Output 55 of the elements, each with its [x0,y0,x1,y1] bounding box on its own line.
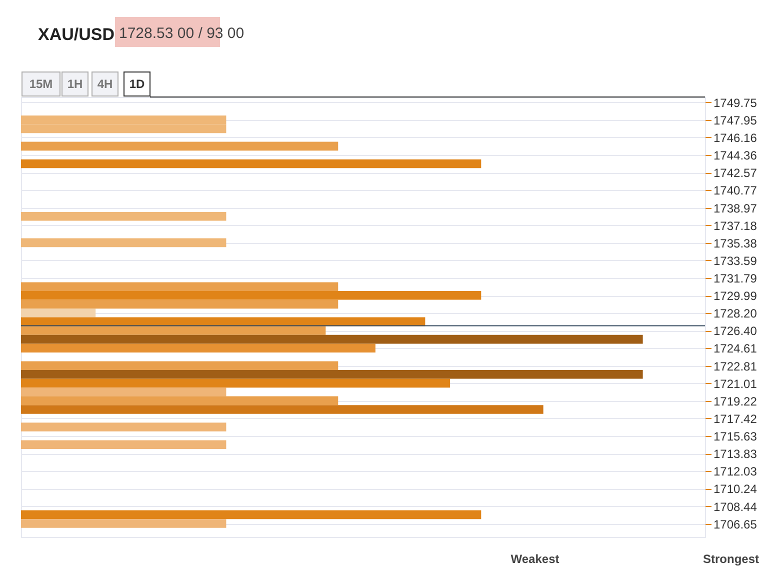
y-tick-label: 1740.77 [714,184,758,198]
bar [21,422,226,432]
bar [21,326,326,335]
y-tick-label: 1737.18 [714,218,758,233]
bar [21,282,338,291]
bar [21,396,338,406]
y-tick-label: 1717.42 [714,412,758,426]
y-tick-label: 1738.97 [714,201,758,216]
y-tick-label: 1713.83 [714,447,758,462]
y-tick-label: 1710.24 [714,482,758,496]
y-tick-label: 1747.95 [714,113,758,128]
y-tick-label: 1735.38 [714,236,758,250]
text: 1D [129,77,145,91]
text: 1H [67,77,83,91]
bar [21,317,426,326]
bar [21,519,226,528]
bar [21,308,96,318]
bar [21,388,226,396]
y-tick-label: 1712.03 [714,464,758,479]
bar [21,344,376,352]
text: 4H [97,77,113,91]
y-tick-label: 1706.65 [714,517,758,532]
bar [21,370,643,379]
bar [21,142,338,151]
y-tick-label: 1728.20 [714,306,758,321]
chart-subtitle: 1728.53 00 / 93 00 [119,25,244,42]
y-tick-label: 1724.61 [714,342,758,356]
bar [21,378,450,388]
y-tick-label: 1708.44 [714,500,758,514]
y-tick-label: 1733.59 [714,254,758,268]
y-tick-label: 1729.99 [714,289,758,304]
bar [21,159,482,168]
bar [21,238,226,248]
y-tick-label: 1719.22 [714,394,758,408]
bar [21,334,643,344]
chart-title: XAU/USD [38,25,115,44]
text: 15M [29,77,53,91]
y-tick-label: 1722.81 [714,359,758,374]
bar [21,361,338,370]
y-tick-label: 1746.16 [714,130,758,145]
y-tick-label: 1742.57 [714,166,758,180]
y-tick-label: 1744.36 [714,148,758,163]
y-tick-label: 1731.79 [714,271,758,286]
bar [21,405,544,414]
y-tick-label: 1726.40 [714,324,758,338]
y-tick-label: 1721.01 [714,376,758,391]
y-tick-label: 1715.63 [714,429,758,444]
text: Weakest [510,552,560,566]
y-tick-label: 1749.75 [714,96,758,110]
text: Strongest [702,552,760,566]
bar [21,510,482,520]
bar [21,212,226,221]
bar [21,440,226,449]
bar [21,300,338,309]
bar [21,290,482,300]
